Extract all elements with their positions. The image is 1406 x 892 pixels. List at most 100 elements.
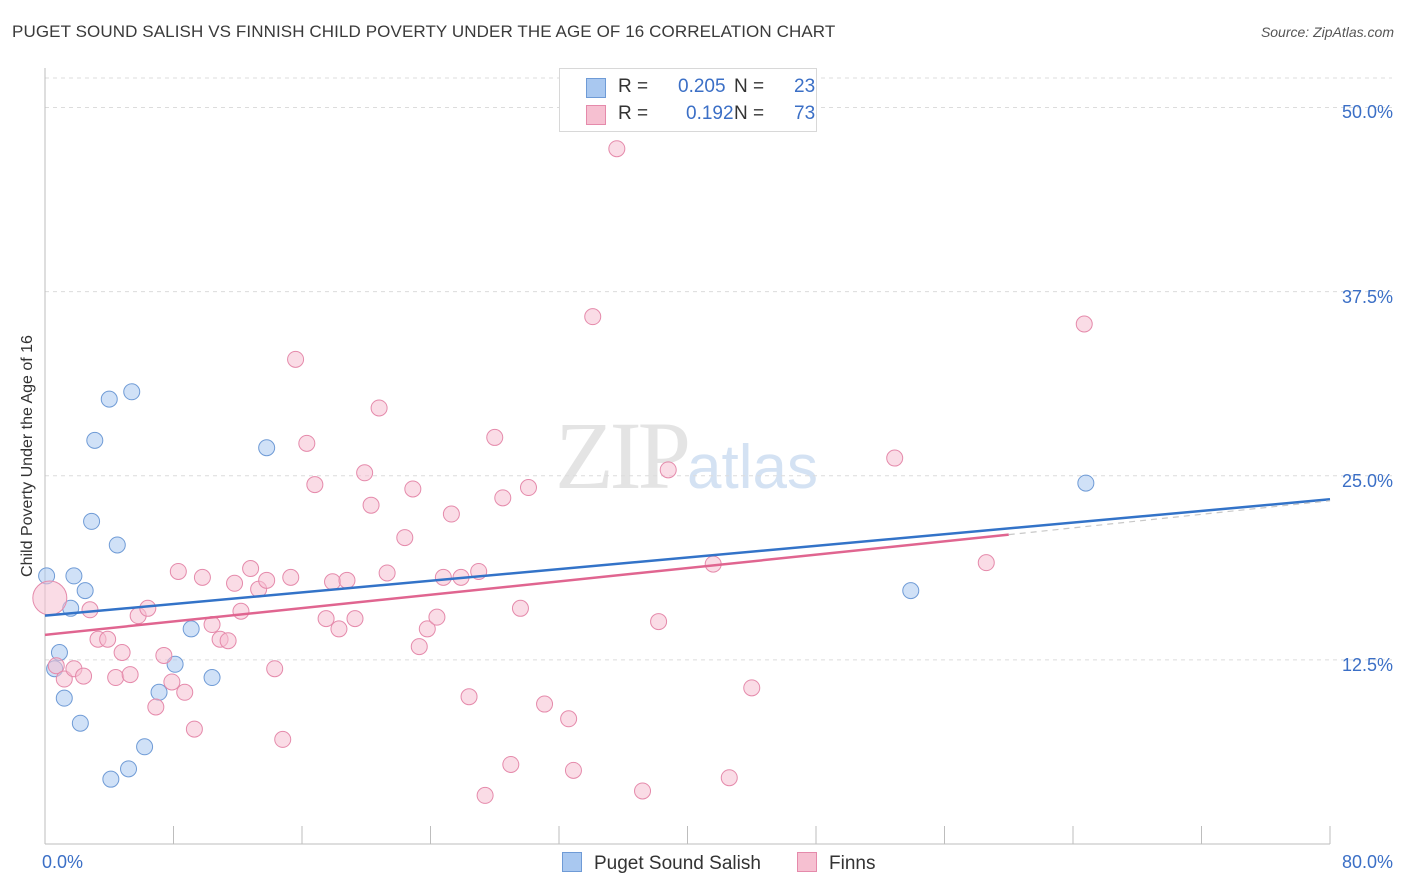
salish-point: [150, 683, 168, 701]
y-tick-label: 50.0%: [1341, 102, 1393, 123]
finns-point: [139, 599, 157, 617]
finns-point: [650, 613, 668, 631]
salish-point: [71, 714, 89, 732]
finns-point: [460, 688, 478, 706]
finns-point: [232, 602, 250, 620]
finns-point: [564, 761, 582, 779]
finns-point: [32, 580, 68, 616]
legend-r-label: R =: [618, 103, 649, 124]
bottom-legend-swatch-salish: [562, 852, 582, 872]
finns-point: [219, 632, 237, 650]
salish-point: [86, 431, 104, 449]
x-tick-label-max: 80.0%: [1341, 852, 1393, 872]
y-tick-label: 12.5%: [1341, 654, 1393, 675]
legend-r-label: R =: [618, 76, 649, 97]
finns-point: [266, 660, 284, 678]
finns-point: [107, 669, 125, 687]
finns-point: [47, 657, 65, 675]
finns-point: [434, 568, 452, 586]
salish-point: [83, 512, 101, 530]
legend-n-value-salish: 23: [794, 76, 816, 97]
finns-point: [75, 667, 93, 685]
finns-point: [428, 608, 446, 626]
bottom-legend-finns: Finns: [797, 852, 875, 875]
finns-point: [1075, 315, 1093, 333]
salish-point: [1077, 474, 1095, 492]
finns-point: [511, 599, 529, 617]
finns-point: [442, 505, 460, 523]
salish-point: [100, 390, 118, 408]
finns-point: [338, 571, 356, 589]
x-tick-label-min: 0.0%: [42, 852, 84, 872]
finns-point: [121, 666, 139, 684]
finns-point: [81, 601, 99, 619]
finns-point: [502, 755, 520, 773]
finns-point: [274, 730, 292, 748]
legend-swatch-salish: [586, 78, 606, 98]
legend-n-label: N =: [734, 76, 765, 97]
finns-point: [298, 434, 316, 452]
salish-point: [203, 669, 221, 687]
finns-point: [886, 449, 904, 467]
finns-point: [176, 683, 194, 701]
salish-point: [136, 738, 154, 756]
finns-point: [306, 476, 324, 494]
salish-point: [108, 536, 126, 554]
finns-point: [242, 560, 260, 578]
finns-point: [404, 480, 422, 498]
finns-point: [410, 638, 428, 656]
chart-title: PUGET SOUND SALISH VS FINNISH CHILD POVE…: [12, 22, 836, 41]
finns-point: [720, 769, 738, 787]
finns-point: [113, 644, 131, 661]
salish-point: [76, 582, 94, 600]
salish-point: [65, 567, 83, 585]
finns-point: [356, 464, 374, 482]
finns-point: [476, 786, 494, 804]
finns-point: [330, 620, 348, 638]
finns-point: [494, 489, 512, 507]
y-tick-label: 25.0%: [1341, 470, 1393, 491]
stats-legend: R = 0.205 N = 23 R = 0.192 N = 73: [559, 68, 817, 132]
finns-point: [185, 720, 203, 738]
finns-point: [169, 562, 187, 580]
finns-point: [519, 479, 537, 497]
finns-point: [378, 564, 396, 582]
legend-swatch-finns: [586, 105, 606, 125]
finns-point: [608, 140, 626, 158]
finns-point: [287, 350, 305, 368]
finns-point: [258, 571, 276, 589]
legend-r-value-finns: 0.192: [686, 103, 734, 124]
finns-point: [634, 782, 652, 800]
salish-point: [123, 383, 141, 401]
salish-point: [182, 620, 200, 638]
finns-point: [659, 461, 677, 479]
legend-n-value-finns: 73: [794, 103, 816, 124]
finns-point: [486, 428, 504, 446]
y-tick-label: 37.5%: [1341, 286, 1393, 307]
finns-point: [147, 698, 165, 716]
finns-point: [155, 646, 173, 664]
salish-trend-line: [44, 498, 1331, 617]
finns-point: [163, 673, 181, 691]
finns-point: [743, 679, 761, 697]
salish-point: [902, 582, 920, 600]
finns-point: [193, 568, 211, 586]
finns-point: [362, 496, 380, 514]
finns-point: [418, 620, 436, 638]
finns-point: [370, 399, 388, 417]
bottom-legend-salish: Puget Sound Salish: [562, 852, 761, 875]
finns-point: [99, 630, 117, 648]
salish-point: [55, 689, 73, 707]
source-label: Source: ZipAtlas.com: [1260, 24, 1394, 40]
finns-point: [584, 308, 602, 326]
salish-point: [102, 770, 120, 788]
bottom-legend-label-finns: Finns: [829, 853, 876, 874]
bottom-legend-label-salish: Puget Sound Salish: [594, 853, 761, 874]
watermark: ZIPatlas: [555, 402, 818, 509]
finns-trend-extension: [1008, 500, 1331, 536]
finns-point: [317, 610, 335, 628]
finns-point: [536, 695, 554, 713]
salish-point: [166, 655, 184, 673]
finns-point: [324, 573, 342, 591]
